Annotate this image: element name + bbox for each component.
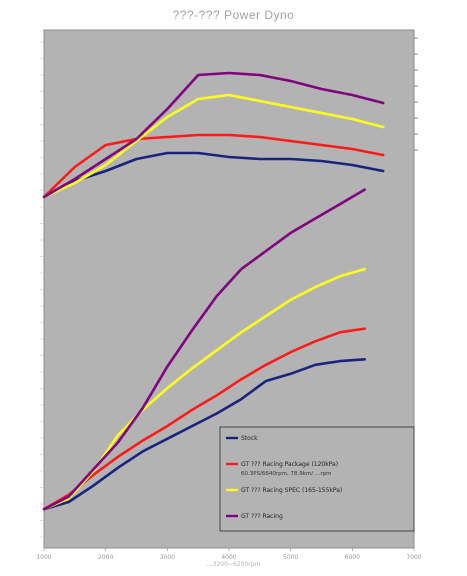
x-tick-label: 2000 [98, 554, 113, 561]
torque-line-4 [42, 151, 385, 199]
chart-footer: …3200~6200rpm [206, 561, 261, 568]
legend-label: GT ??? Racing Package (120kPa) [241, 461, 338, 468]
legend-detail: 60.3PS/6640rpm, 78.9km/ …rpm [241, 471, 332, 477]
legend-label: GT ??? Racing [241, 513, 283, 520]
x-tick-label: 1000 [36, 554, 51, 561]
legend-label: Stock [241, 435, 258, 442]
torque-line-7 [42, 71, 385, 199]
power-line-3 [42, 188, 366, 511]
x-tick-label: 6000 [345, 554, 360, 561]
x-tick-label: 7000 [406, 554, 421, 561]
torque-line-6 [42, 93, 385, 199]
chart-title: ???-??? Power Dyno [172, 8, 295, 22]
power-line-0 [42, 358, 366, 511]
x-tick-label: 5000 [283, 554, 298, 561]
legend-label: GT ??? Racing SPEC (165-155kPa) [241, 487, 342, 494]
x-tick-label: 3000 [160, 554, 175, 561]
torque-line-5 [42, 133, 385, 199]
power-line-1 [42, 327, 366, 511]
legend-box [219, 426, 415, 532]
x-tick-label: 4000 [221, 554, 236, 561]
